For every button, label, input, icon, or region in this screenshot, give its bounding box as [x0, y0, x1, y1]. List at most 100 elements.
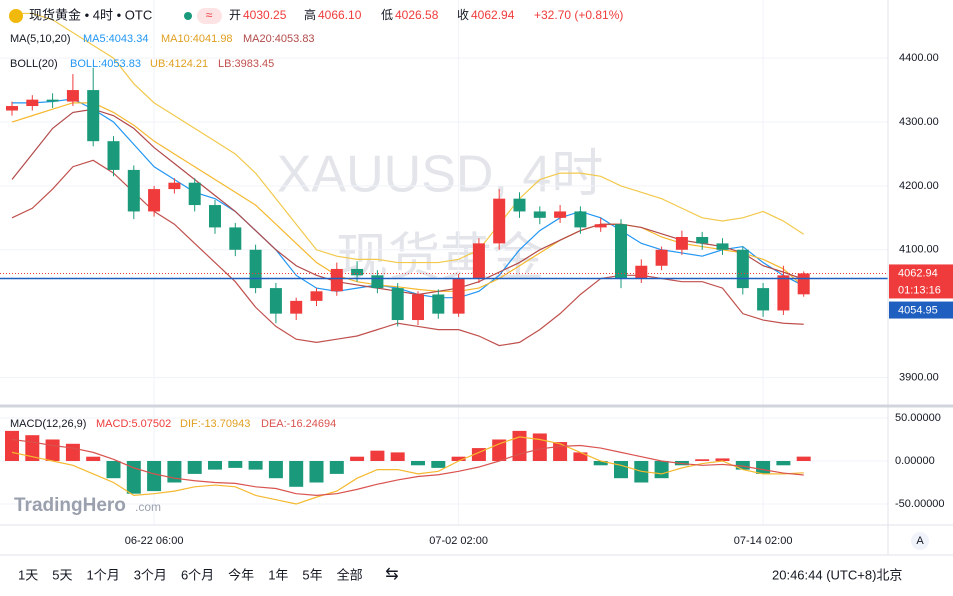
candle-body — [594, 224, 607, 228]
macd-bar — [756, 460, 771, 474]
macd-bar — [614, 460, 628, 479]
macd-bar — [654, 460, 669, 479]
candle-body — [757, 288, 770, 311]
candle-body — [615, 224, 627, 279]
candle-body — [716, 243, 729, 250]
candle-body — [6, 106, 18, 111]
candle-body — [209, 205, 221, 228]
candle-body — [310, 291, 323, 301]
candle-body — [655, 249, 668, 266]
indicator-line — [12, 98, 804, 299]
range-button[interactable]: 5年 — [302, 567, 322, 582]
candle-body — [127, 169, 140, 212]
ohlc-key: 开 — [229, 8, 241, 22]
range-button[interactable]: 1天 — [18, 567, 38, 582]
candle-body — [188, 182, 201, 206]
candle-body — [351, 268, 364, 276]
x-tick-label: 07-02 02:00 — [429, 535, 488, 547]
badge-icon: ≈ — [206, 8, 213, 22]
x-tick-label: 06-22 06:00 — [125, 535, 184, 547]
candle-body — [472, 243, 485, 279]
logo: TradingHero .com — [14, 495, 161, 516]
candle-body — [554, 211, 567, 218]
macd-bar — [573, 452, 588, 461]
badge — [197, 8, 222, 24]
status-dot — [184, 12, 192, 20]
x-tick-label: 07-14 02:00 — [734, 535, 793, 547]
macd-bar — [411, 460, 425, 466]
macd-bar — [106, 460, 121, 479]
macd-bar — [553, 442, 568, 461]
range-button[interactable]: 3个月 — [134, 567, 167, 582]
candle-body — [26, 99, 39, 107]
indicator-line — [12, 12, 805, 264]
indicator-value: MA10:4041.98 — [161, 33, 233, 45]
logo-text: TradingHero — [14, 495, 126, 516]
indicator-title: BOLL(20) — [10, 58, 58, 70]
symbol-icon — [9, 9, 23, 23]
range-button[interactable]: 全部 — [337, 567, 363, 582]
candle-body — [533, 211, 546, 218]
macd-bar — [370, 450, 385, 461]
indicator-value: MACD:5.07502 — [96, 418, 171, 430]
ohlc-value: 4026.58 — [395, 8, 439, 22]
indicator-value: MA5:4043.34 — [83, 33, 148, 45]
macd-bar — [65, 443, 80, 461]
candle-body — [412, 294, 424, 321]
candle-body — [777, 275, 790, 311]
scale-button-label[interactable]: A — [916, 535, 924, 547]
y-tick-label: 4100.00 — [899, 244, 939, 256]
macd-bar — [350, 456, 365, 461]
candle-body — [452, 278, 465, 314]
plot: 4400.00 4300.00 4200.00 4100.00 3900.00 50.00… — [0, 0, 953, 547]
ohlc-key: 低 — [381, 8, 393, 22]
compare-icon[interactable]: ⇆ — [385, 566, 398, 583]
indicator-value: BOLL:4053.83 — [70, 58, 141, 70]
range-button[interactable]: 1个月 — [86, 567, 119, 582]
range-button[interactable]: 6个月 — [181, 567, 214, 582]
candle-body — [797, 273, 810, 295]
macd-bar — [451, 456, 466, 461]
y-tick-label: 4400.00 — [899, 52, 939, 64]
indicator-value: LB:3983.45 — [218, 58, 274, 70]
candle-body — [675, 236, 688, 250]
macd-bar — [289, 460, 304, 487]
ohlc-key: 高 — [304, 7, 316, 22]
candle-body — [330, 268, 343, 292]
candle-body — [87, 90, 100, 142]
change: +32.70 (+0.81%) — [534, 8, 623, 22]
candle-body — [493, 198, 506, 244]
countdown-label: 01:13:16 — [898, 284, 941, 296]
candle-body — [168, 182, 181, 190]
logo-suffix: .com — [135, 500, 161, 514]
y-tick-label: 50.00000 — [895, 412, 941, 424]
range-button[interactable]: 今年 — [228, 567, 254, 582]
range-button[interactable]: 5天 — [52, 567, 72, 582]
macd-bar — [5, 430, 19, 461]
candle-body — [574, 211, 587, 228]
candle-body — [371, 275, 384, 289]
macd-bar — [796, 456, 811, 461]
ohlc-value: 4030.25 — [243, 8, 287, 22]
candle-body — [696, 236, 709, 244]
macd-bar — [695, 459, 710, 461]
watermark-text: XAUUSD, 4时 — [277, 146, 604, 204]
indicator-title: MA(5,10,20) — [10, 33, 71, 45]
price-tag — [889, 264, 953, 299]
range-button[interactable]: 1年 — [268, 567, 288, 582]
macd-bar — [390, 452, 405, 461]
ohlc-key: 收 — [457, 8, 469, 22]
ohlc-value: 4062.94 — [471, 8, 515, 22]
macd-bar — [228, 460, 243, 468]
indicator-line — [11, 159, 804, 347]
candle-body — [66, 90, 79, 102]
indicator-value: DIF:-13.70943 — [180, 418, 250, 430]
y-tick-label: 4300.00 — [899, 116, 939, 128]
indicator-value: UB:4124.21 — [150, 58, 208, 70]
macd-bar — [431, 460, 446, 468]
scale-button[interactable] — [911, 532, 929, 550]
candle-body — [249, 249, 262, 289]
macd-bar — [208, 460, 222, 470]
macd-bar — [329, 460, 344, 474]
y-tick-label: 0.00000 — [895, 455, 935, 467]
